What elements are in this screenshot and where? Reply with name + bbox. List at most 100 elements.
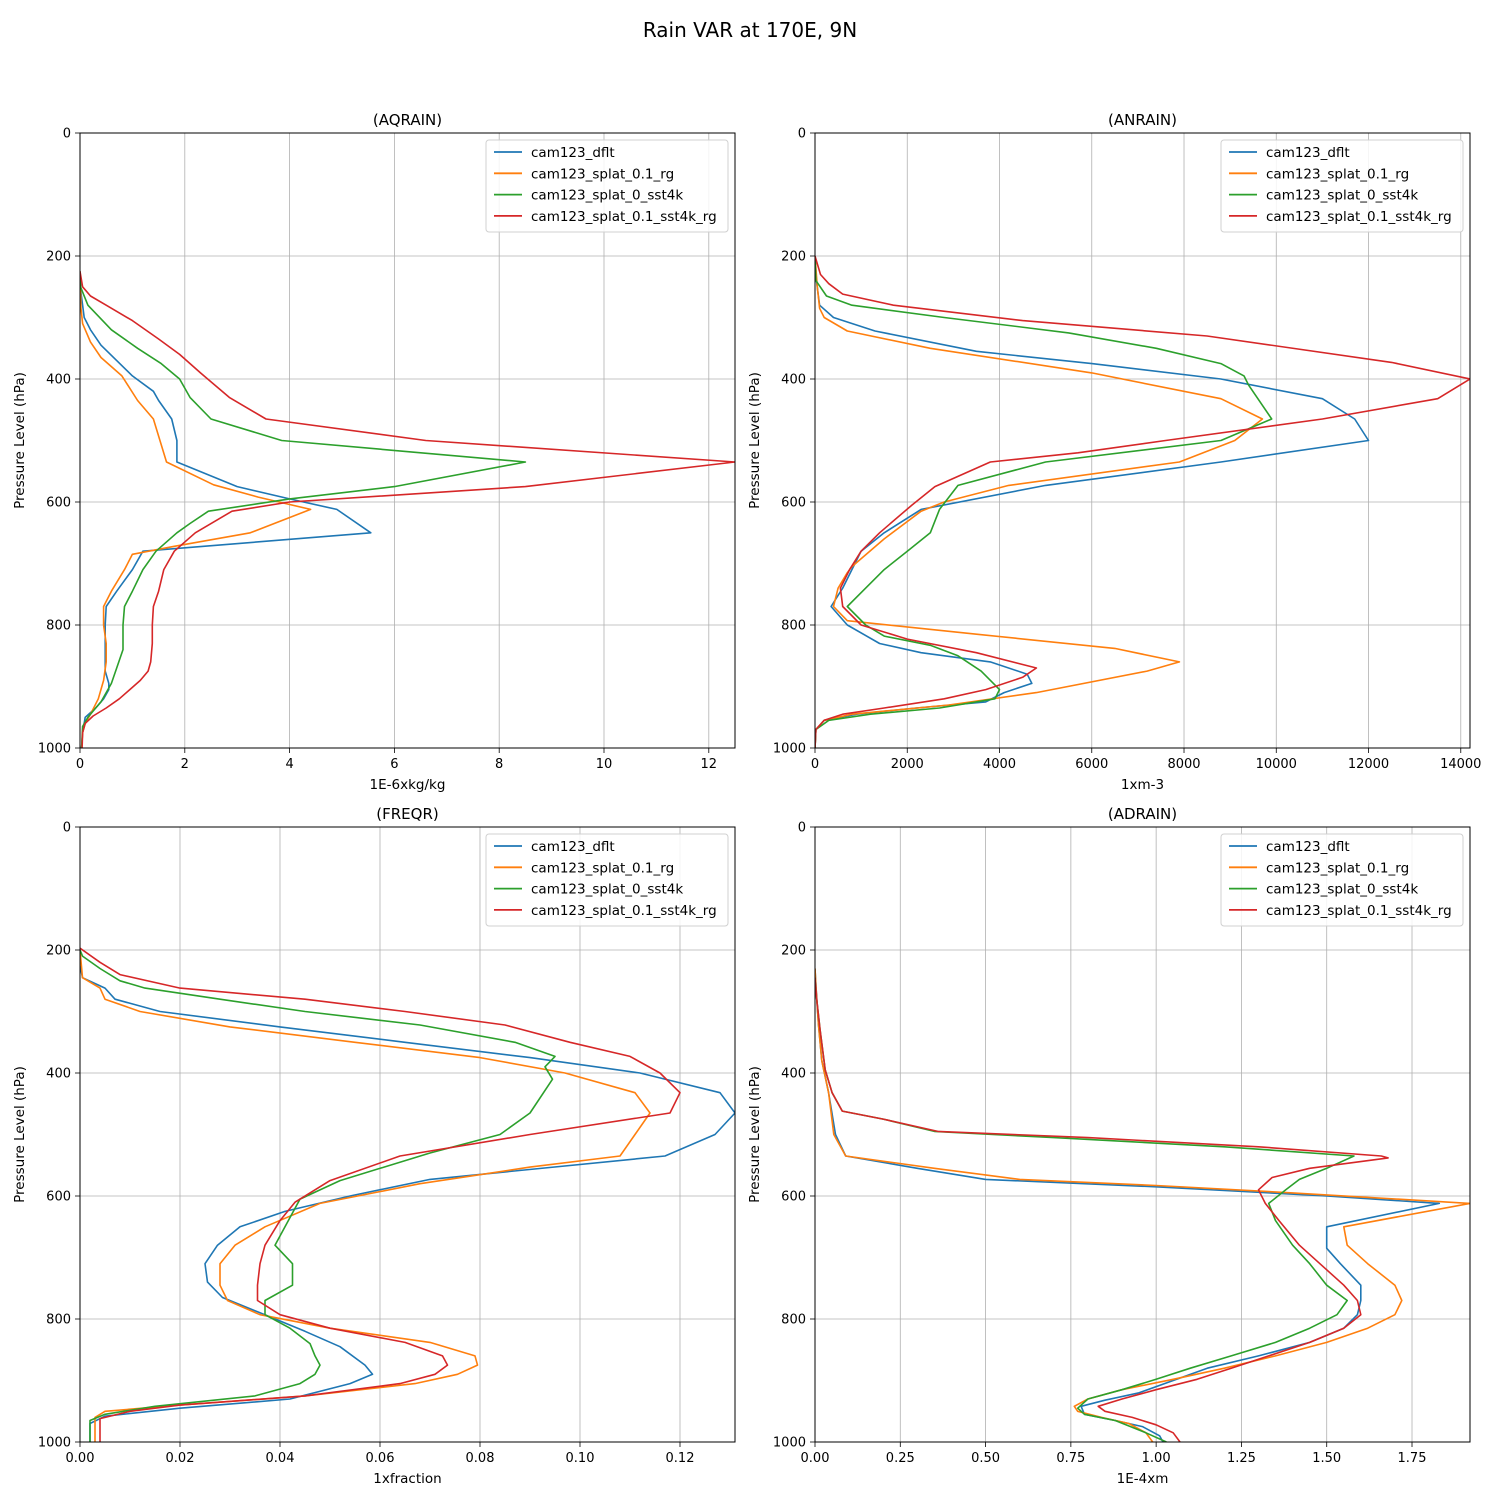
chart-1-legend-box [1220,139,1464,233]
chart-1-xtick-label-2: 4000 [983,757,1016,772]
chart-1-legend-label-0: cam123_dflt [1266,145,1350,161]
chart-0-ytick-label-1: 200 [46,250,71,265]
chart-0-xtick-label-4: 8 [495,757,503,772]
chart-1-legend-label-2: cam123_splat_0_sst4k [1266,188,1418,204]
chart-2-ytick-label-5: 1000 [38,1436,71,1451]
chart-3-ytick-label-4: 800 [781,1313,806,1328]
chart-2-xlabel: 1xfraction [373,1471,441,1487]
chart-2-ytick-label-3: 600 [46,1190,71,1205]
chart-2-ytick-label-1: 200 [46,944,71,959]
chart-1-legend: cam123_dflt cam123_splat_0.1_rg cam123_spl… [1220,139,1464,233]
chart-2-legend-label-0: cam123_dflt [531,839,615,855]
chart-2-legend-box [485,833,729,927]
chart-0-ylabel: Pressure Level (hPa) [12,372,28,509]
chart-3-xtick-label-7: 1.75 [1398,1451,1427,1466]
chart-3-ytick-label-1: 200 [781,944,806,959]
chart-1-legend-label-3: cam123_splat_0.1_sst4k_rg [1266,209,1452,225]
chart-3-legend-box [1220,833,1464,927]
chart-0-series-2-line [80,271,527,748]
chart-3: 0.00 0.25 0.50 0.75 1.00 1.25 1.50 1.75 0 200 400 6… [747,805,1471,1487]
chart-2-ytick-label-0: 0 [63,821,71,836]
chart-2-xtick-label-6: 0.12 [666,1451,695,1466]
chart-3-ytick-label-2: 400 [781,1067,806,1082]
chart-3-ytick-label-3: 600 [781,1190,806,1205]
chart-0-xtick-label-6: 12 [701,757,718,772]
chart-2-series-1-line [80,949,651,1442]
panels-container: 0 2 4 6 8 10 12 0 200 400 600 800 1000 (AQRAIN) 1E-6xk… [12,111,1481,1487]
chart-1-title: (ANRAIN) [1108,111,1177,129]
chart-1-xtick-label-0: 0 [811,757,819,772]
chart-0-series-3-line [80,271,735,748]
chart-2-legend-label-1: cam123_splat_0.1_rg [531,860,674,876]
chart-2-series-2-line [80,949,556,1442]
chart-1-xlabel: 1xm-3 [1121,777,1164,793]
chart-0-legend: cam123_dflt cam123_splat_0.1_rg cam123_spl… [485,139,729,233]
chart-3-xtick-label-1: 0.25 [886,1451,915,1466]
chart-1-xtick-label-1: 2000 [891,757,924,772]
chart-1-xtick-label-4: 8000 [1167,757,1200,772]
chart-2-xtick-label-2: 0.04 [266,1451,295,1466]
chart-3-xtick-label-5: 1.25 [1227,1451,1256,1466]
chart-1-xtick-label-5: 10000 [1256,757,1297,772]
chart-2-xtick-label-0: 0.00 [66,1451,95,1466]
chart-2-xtick-label-5: 0.10 [566,1451,595,1466]
chart-0-xtick-label-0: 0 [76,757,84,772]
chart-3-xlabel: 1E-4xm [1117,1471,1169,1487]
chart-0-frame [79,132,736,749]
chart-1-xtick-label-7: 14000 [1440,757,1481,772]
chart-3-ylabel: Pressure Level (hPa) [747,1066,763,1203]
chart-1-ytick-label-4: 800 [781,619,806,634]
chart-2: 0.00 0.02 0.04 0.06 0.08 0.10 0.12 0 200 400 600 80… [12,805,736,1487]
chart-0-legend-label-3: cam123_splat_0.1_sst4k_rg [531,209,717,225]
chart-0-xtick-label-2: 4 [285,757,293,772]
chart-1: 0 2000 4000 6000 8000 10000 12000 14000 0 200 400 6… [747,111,1481,793]
chart-2-title: (FREQR) [376,805,438,823]
chart-3-series-0-line [815,968,1441,1442]
chart-0-legend-label-1: cam123_splat_0.1_rg [531,166,674,182]
chart-3-series-1-line [815,968,1470,1442]
chart-1-xtick-label-3: 6000 [1075,757,1108,772]
chart-3-legend-label-1: cam123_splat_0.1_rg [1266,860,1409,876]
chart-1-ylabel: Pressure Level (hPa) [747,372,763,509]
chart-0-xlabel: 1E-6xkg/kg [370,777,446,793]
chart-0-xtick-label-5: 10 [596,757,613,772]
chart-0-legend-box [485,139,729,233]
chart-2-xtick-label-1: 0.02 [166,1451,195,1466]
chart-3-title: (ADRAIN) [1108,805,1177,823]
chart-0-ytick-label-5: 1000 [38,742,71,757]
chart-0-ytick-label-3: 600 [46,496,71,511]
chart-0-series-1-line [80,271,312,748]
chart-2-frame [79,826,736,1443]
chart-0-ytick-label-2: 400 [46,373,71,388]
chart-1-ytick-label-0: 0 [798,127,806,142]
chart-3-legend-label-3: cam123_splat_0.1_sst4k_rg [1266,903,1452,919]
chart-0-ytick-label-0: 0 [63,127,71,142]
chart-3-xtick-label-0: 0.00 [801,1451,830,1466]
chart-0-legend-label-0: cam123_dflt [531,145,615,161]
chart-2-ytick-label-4: 800 [46,1313,71,1328]
chart-2-series-0-line [80,965,735,1442]
figure-title: Rain VAR at 170E, 9N [643,18,857,42]
chart-3-ytick-label-5: 1000 [773,1436,806,1451]
chart-1-legend-label-1: cam123_splat_0.1_rg [1266,166,1409,182]
chart-3-xtick-label-6: 1.50 [1312,1451,1341,1466]
chart-2-legend-label-2: cam123_splat_0_sst4k [531,882,683,898]
chart-0-xtick-label-3: 6 [390,757,398,772]
chart-1-ytick-label-3: 600 [781,496,806,511]
chart-2-ytick-label-2: 400 [46,1067,71,1082]
chart-3-xtick-label-3: 0.75 [1056,1451,1085,1466]
chart-2-legend-label-3: cam123_splat_0.1_sst4k_rg [531,903,717,919]
chart-0-xtick-label-1: 2 [181,757,189,772]
chart-2-series-3-line [80,947,681,1442]
chart-1-series-2-line [815,255,1273,748]
chart-1-series-3-line [815,255,1470,748]
chart-3-ytick-label-0: 0 [798,821,806,836]
chart-0-legend-label-2: cam123_splat_0_sst4k [531,188,683,204]
chart-0-ytick-label-4: 800 [46,619,71,634]
chart-3-xtick-label-2: 0.50 [971,1451,1000,1466]
chart-1-xtick-label-6: 12000 [1348,757,1389,772]
chart-3-legend: cam123_dflt cam123_splat_0.1_rg cam123_spl… [1220,833,1464,927]
chart-0: 0 2 4 6 8 10 12 0 200 400 600 800 1000 (AQRAIN) 1E-6xk… [12,111,736,793]
